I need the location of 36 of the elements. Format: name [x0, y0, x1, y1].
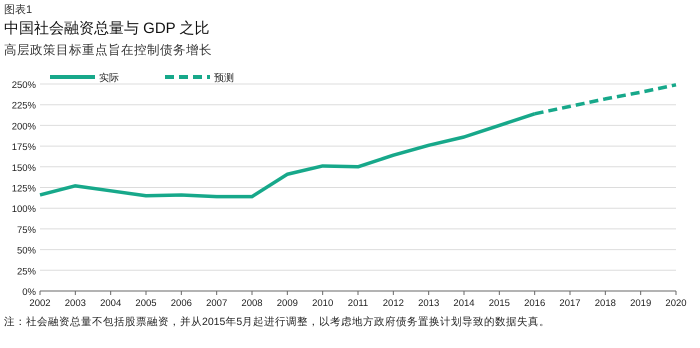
y-tick-label: 25% — [16, 266, 37, 278]
x-tick-label: 2012 — [382, 298, 404, 309]
x-tick-label: 2008 — [241, 298, 263, 309]
x-tick-label: 2018 — [594, 298, 616, 309]
x-tick-label: 2020 — [665, 298, 687, 309]
x-tick-label: 2016 — [524, 298, 546, 309]
x-tick-label: 2013 — [418, 298, 440, 309]
y-tick-label: 100% — [12, 204, 37, 216]
x-tick-label: 2007 — [206, 298, 228, 309]
chart-subtitle: 高层政策目标重点旨在控制债务增长 — [4, 42, 212, 57]
x-tick-label: 2002 — [29, 298, 51, 309]
x-tick-label: 2005 — [135, 298, 157, 309]
x-tick-label: 2015 — [488, 298, 510, 309]
text: 注：社会融资总量不包括股票融资，并从2015年5月起进行调整，以考虑地方政府债务置换计划导致的数据失真。 — [4, 315, 550, 328]
y-tick-label: 125% — [12, 184, 37, 194]
x-tick-label: 2009 — [276, 298, 298, 309]
x-tick-label: 2006 — [170, 298, 192, 309]
y-tick-label: 225% — [12, 100, 37, 112]
y-tick-label: 175% — [12, 142, 37, 154]
y-tick-label: 75% — [16, 224, 37, 236]
x-tick-label: 2011 — [348, 298, 368, 309]
x-tick-label: 2010 — [312, 298, 334, 309]
x-tick-label: 2017 — [559, 298, 581, 309]
y-tick-label: 50% — [16, 246, 37, 257]
x-tick-label: 2014 — [453, 298, 475, 309]
y-tick-label: 150% — [12, 162, 37, 174]
text: 图表1 — [4, 3, 32, 16]
chart-title: 中国社会融资总量与 GDP 之比 — [4, 20, 210, 37]
x-tick-label: 2003 — [64, 298, 86, 309]
y-tick-label: 250% — [12, 80, 37, 91]
y-tick-label: 0% — [22, 287, 37, 298]
x-tick-label: 2019 — [630, 298, 652, 309]
x-tick-label: 2004 — [100, 298, 122, 309]
legend-label: 实际 — [99, 72, 119, 84]
y-tick-label: 200% — [12, 121, 37, 132]
legend-label: 预测 — [214, 72, 234, 84]
